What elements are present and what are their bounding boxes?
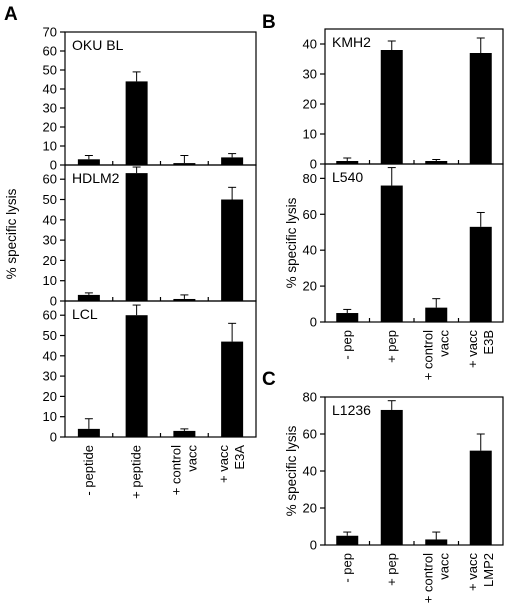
- y-axis-label: % specific lysis: [284, 425, 299, 516]
- category-label: vacc: [184, 445, 199, 472]
- y-tick-label: 30: [43, 369, 57, 384]
- panel-letter-a: A: [4, 4, 18, 25]
- bar: [425, 161, 448, 164]
- category-label: - pep: [339, 553, 354, 583]
- bar: [380, 185, 403, 322]
- chart-5: 0 20 40 60 80 L1236 % specific lysis: [284, 390, 504, 553]
- y-tick-label: 0: [310, 157, 317, 172]
- category-label: + vacc: [216, 445, 231, 483]
- chart-0: 0 10 20 30 40 50 60 70 OKU BL: [43, 25, 257, 173]
- y-tick-label: 60: [43, 172, 57, 187]
- chart-title: KMH2: [332, 34, 371, 50]
- y-tick-label: 30: [43, 233, 57, 248]
- y-tick-label: 60: [303, 207, 317, 222]
- category-label: + vacc: [465, 330, 480, 368]
- y-tick-label: 40: [43, 348, 57, 363]
- category-label: + pep: [384, 330, 399, 363]
- bar: [173, 298, 196, 301]
- y-tick-label: 80: [303, 390, 317, 405]
- bar: [469, 450, 492, 545]
- y-tick-label: 60: [43, 44, 57, 59]
- category-label: + control: [420, 553, 435, 603]
- chart-1: 0 10 20 30 40 50 60 HDLM2 % specific lysis: [4, 164, 257, 309]
- bar: [336, 161, 359, 164]
- y-tick-label: 20: [43, 253, 57, 268]
- bar: [125, 81, 148, 165]
- panel-letter-b: B: [262, 12, 276, 33]
- category-label: + vacc: [465, 553, 480, 591]
- category-label: - pep: [339, 330, 354, 360]
- y-tick-label: 80: [303, 171, 317, 186]
- chart-title: L540: [332, 169, 363, 185]
- category-label: vacc: [436, 553, 451, 580]
- bar: [380, 50, 403, 164]
- bar: [221, 341, 244, 437]
- bar: [221, 157, 244, 165]
- bar: [336, 535, 359, 545]
- y-tick-label: 10: [303, 127, 317, 142]
- y-tick-label: 40: [43, 82, 57, 97]
- y-tick-label: 50: [43, 328, 57, 343]
- y-tick-label: 10: [43, 139, 57, 154]
- chart-title: HDLM2: [72, 170, 120, 186]
- bar: [173, 430, 196, 437]
- category-label: vacc: [436, 330, 451, 357]
- y-axis-label: % specific lysis: [284, 197, 299, 288]
- bar: [469, 226, 492, 322]
- bar: [336, 313, 359, 322]
- bar: [425, 307, 448, 322]
- category-label: E3B: [481, 330, 496, 355]
- chart-title: OKU BL: [72, 37, 124, 53]
- chart-3: 0 10 20 30 40 KMH2: [303, 28, 504, 172]
- y-tick-label: 0: [50, 294, 57, 309]
- category-label: + control: [168, 445, 183, 495]
- y-tick-label: 20: [303, 501, 317, 516]
- bar: [77, 159, 100, 165]
- chart-title: LCL: [72, 306, 98, 322]
- y-tick-label: 20: [43, 389, 57, 404]
- y-tick-label: 50: [43, 192, 57, 207]
- y-tick-label: 30: [43, 101, 57, 116]
- bar: [125, 173, 148, 301]
- y-tick-label: 0: [310, 538, 317, 553]
- chart-2: 0 10 20 30 40 50 60 LCL: [43, 300, 257, 445]
- bar: [173, 163, 196, 165]
- y-tick-label: 0: [50, 158, 57, 173]
- y-tick-label: 10: [43, 273, 57, 288]
- y-tick-label: 60: [43, 308, 57, 323]
- bar: [221, 199, 244, 301]
- category-label: - peptide: [81, 445, 96, 496]
- y-axis-label: % specific lysis: [4, 188, 19, 279]
- chart-title: L1236: [332, 402, 371, 418]
- y-tick-label: 40: [303, 243, 317, 258]
- y-tick-label: 70: [43, 25, 57, 40]
- bar: [425, 539, 448, 545]
- y-tick-label: 20: [303, 279, 317, 294]
- category-label: + peptide: [129, 445, 144, 499]
- bar: [77, 294, 100, 301]
- bar: [125, 315, 148, 437]
- y-tick-label: 0: [50, 430, 57, 445]
- category-label: LMP2: [481, 553, 496, 587]
- plots: 0 10 20 30 40 50 60 70 OKU BL 0 10 20 30 40 50 60 HDLM2%…: [4, 25, 504, 603]
- bar: [77, 428, 100, 437]
- y-tick-label: 10: [43, 409, 57, 424]
- y-tick-label: 0: [310, 315, 317, 330]
- chart-4: 0 20 40 60 80 L540 % specific lysis: [284, 163, 504, 330]
- y-tick-label: 40: [303, 464, 317, 479]
- category-label: + pep: [384, 553, 399, 586]
- bar: [380, 409, 403, 545]
- category-label: + control: [420, 330, 435, 380]
- y-tick-label: 60: [303, 427, 317, 442]
- y-tick-label: 40: [43, 212, 57, 227]
- panel-letter-c: C: [262, 369, 276, 390]
- category-label: E3A: [232, 445, 247, 470]
- y-tick-label: 20: [303, 97, 317, 112]
- bar: [469, 53, 492, 164]
- y-tick-label: 20: [43, 120, 57, 135]
- y-tick-label: 40: [303, 37, 317, 52]
- y-tick-label: 50: [43, 63, 57, 78]
- y-tick-label: 30: [303, 67, 317, 82]
